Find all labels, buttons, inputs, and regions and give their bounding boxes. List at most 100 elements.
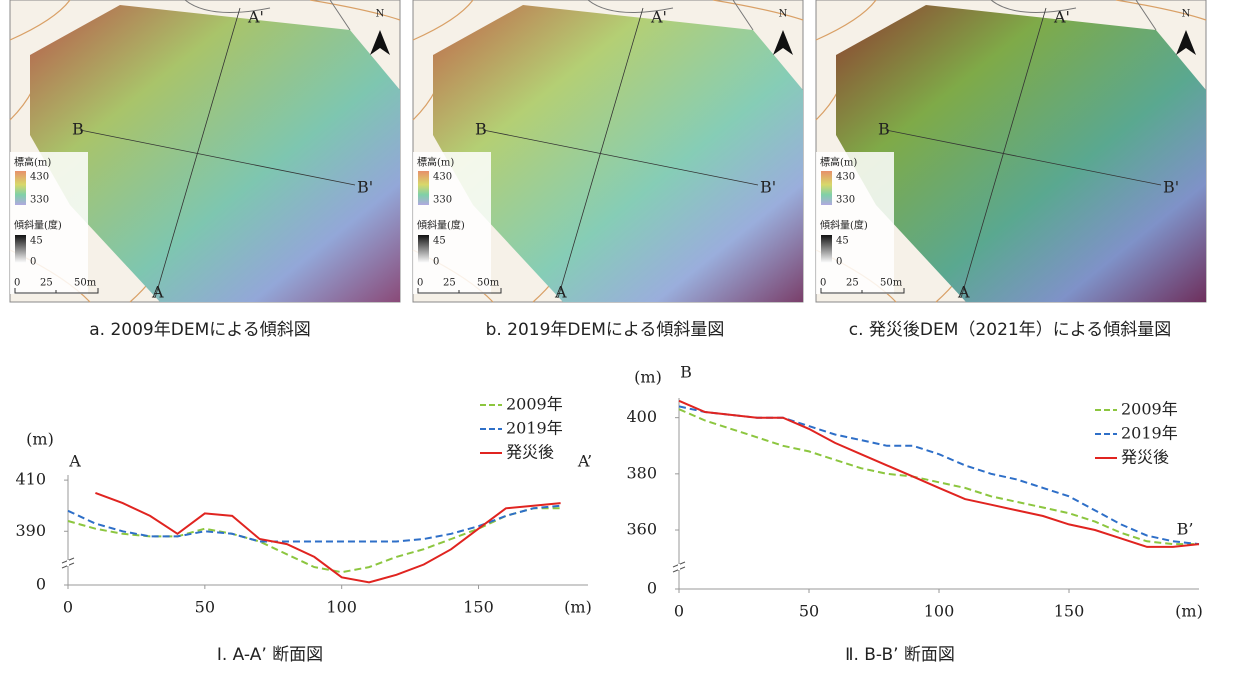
scale-label: 50m xyxy=(477,278,500,289)
legend-value: 0 xyxy=(836,257,842,268)
x-tick-label: 100 xyxy=(924,602,955,621)
north-label: N xyxy=(779,9,788,20)
legend-value: 330 xyxy=(30,195,49,206)
road xyxy=(587,0,754,31)
scale-label: 0 xyxy=(14,278,20,289)
section-line xyxy=(885,129,1162,186)
point-label: A xyxy=(554,283,567,302)
y-axis-label: (m) xyxy=(634,368,662,387)
series-line xyxy=(95,491,561,584)
legend-value: 430 xyxy=(30,172,49,183)
road xyxy=(184,0,351,31)
legend-value: 430 xyxy=(433,172,452,183)
x-tick-label: 150 xyxy=(1054,602,1085,621)
legend-title: 標高(m) xyxy=(14,156,51,169)
axis-break-gap xyxy=(67,560,69,566)
x-tick-label: 150 xyxy=(463,598,494,617)
map-panel: A A' B B' N 標高(m) 430 330 傾斜量(度) 45 00 25 50m xyxy=(815,0,1207,303)
legend-label: 発災後 xyxy=(506,443,554,462)
x-tick-label: 50 xyxy=(799,602,819,621)
y-tick-label: 360 xyxy=(626,520,657,539)
series-line xyxy=(678,405,1200,546)
point-label: A' xyxy=(247,8,264,27)
x-tick-label: 0 xyxy=(674,602,684,621)
map-panel: A A' B B' N 標高(m) 430 330 傾斜量(度) 45 00 25 50m xyxy=(412,0,804,303)
y-tick-label: 390 xyxy=(15,521,46,540)
point-label: A' xyxy=(650,8,667,27)
scale-label: 0 xyxy=(417,278,423,289)
elevation-ramp xyxy=(15,171,26,205)
contour xyxy=(712,0,804,21)
north-arrow xyxy=(1176,30,1196,55)
point-label: B' xyxy=(760,178,776,197)
legend-title: 標高(m) xyxy=(820,156,857,169)
y-tick-label: 0 xyxy=(36,575,46,594)
legend-label: 2009年 xyxy=(1121,400,1178,419)
legend-value: 330 xyxy=(433,195,452,206)
y-tick-label: 400 xyxy=(626,407,657,426)
point-label: A xyxy=(957,283,970,302)
contour xyxy=(9,0,71,41)
section-line xyxy=(482,129,759,186)
scale-bar xyxy=(14,288,99,294)
series-line xyxy=(678,399,1200,548)
terrain xyxy=(836,5,1206,302)
scale-label: 50m xyxy=(880,278,903,289)
axis-break-gap xyxy=(678,564,680,570)
series-line xyxy=(67,507,561,574)
contour xyxy=(1115,0,1207,21)
annotation: A’ xyxy=(577,452,592,471)
y-tick-label: 380 xyxy=(626,463,657,482)
y-axis-label: (m) xyxy=(26,430,54,449)
legend-value: 330 xyxy=(836,195,855,206)
legend-value: 0 xyxy=(30,257,36,268)
point-label: B' xyxy=(357,178,373,197)
slope-ramp xyxy=(418,235,429,263)
scale-label: 0 xyxy=(820,278,826,289)
annotation: A xyxy=(68,452,81,471)
chart-caption: Ⅱ. B-B’ 断面図 xyxy=(845,645,955,665)
point-label: B' xyxy=(1163,178,1179,197)
x-tick-label: 50 xyxy=(195,598,215,617)
map-caption: c. 発災後DEM（2021年）による傾斜量図 xyxy=(849,320,1171,340)
point-label: B xyxy=(878,120,890,139)
legend-label: 発災後 xyxy=(1121,448,1169,467)
map-caption: a. 2009年DEMによる傾斜図 xyxy=(89,320,310,340)
point-label: A xyxy=(151,283,164,302)
road xyxy=(990,0,1157,31)
y-tick-label: 0 xyxy=(647,579,657,598)
series-line xyxy=(678,408,1199,546)
legend-title: 傾斜量(度) xyxy=(417,219,465,232)
scale-label: 25 xyxy=(846,278,859,289)
series-line xyxy=(67,504,561,543)
section-line xyxy=(557,7,644,299)
scale-label: 50m xyxy=(74,278,97,289)
legend-title: 傾斜量(度) xyxy=(14,219,62,232)
x-tick-label: 100 xyxy=(326,598,357,617)
point-label: B xyxy=(475,120,487,139)
contour xyxy=(815,0,877,41)
chart-caption: Ⅰ. A-A’ 断面図 xyxy=(217,645,323,665)
legend-value: 430 xyxy=(836,172,855,183)
scale-label: 25 xyxy=(40,278,53,289)
map-caption: b. 2019年DEMによる傾斜量図 xyxy=(486,320,725,340)
x-axis-label: (m) xyxy=(564,598,592,617)
map-panel: A A' B B' N 標高(m) 430 330 傾斜量(度) 45 00 25 50m xyxy=(9,0,401,303)
legend-label: 2019年 xyxy=(506,419,563,438)
legend-title: 標高(m) xyxy=(417,156,454,169)
legend-value: 45 xyxy=(30,236,43,247)
x-tick-label: 0 xyxy=(63,598,73,617)
legend-value: 0 xyxy=(433,257,439,268)
elevation-ramp xyxy=(821,171,832,205)
contour xyxy=(309,0,401,21)
elevation-ramp xyxy=(418,171,429,205)
legend-value: 45 xyxy=(433,236,446,247)
north-arrow xyxy=(773,30,793,55)
annotation: B’ xyxy=(1177,520,1194,539)
legend-label: 2009年 xyxy=(506,395,563,414)
legend-title: 傾斜量(度) xyxy=(820,219,868,232)
section-line xyxy=(79,129,356,186)
slope-ramp xyxy=(15,235,26,263)
section-line xyxy=(960,7,1047,299)
